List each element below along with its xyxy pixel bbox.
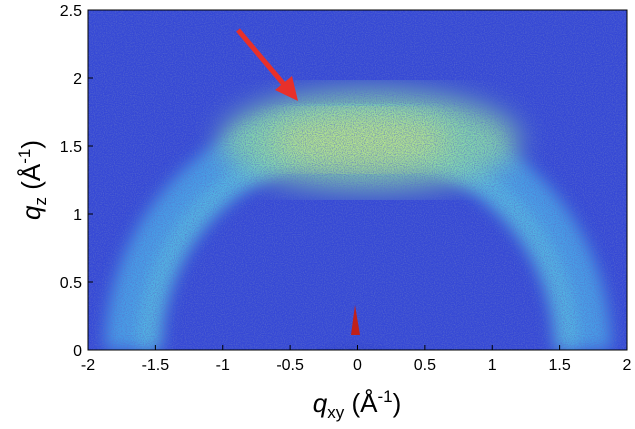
specular-peak bbox=[351, 305, 360, 335]
x-tick-label: 0 bbox=[353, 357, 362, 374]
x-tick-label: 2 bbox=[623, 357, 632, 374]
y-tick-label: 2 bbox=[73, 71, 82, 88]
x-tick-label: 1.5 bbox=[549, 357, 571, 374]
x-axis-label: qxy (Å-1) bbox=[313, 387, 402, 422]
arrow-head bbox=[275, 76, 298, 101]
x-tick-label: 0.5 bbox=[414, 357, 436, 374]
y-tick-label: 1.5 bbox=[60, 139, 82, 156]
x-tick-label: -2 bbox=[81, 357, 95, 374]
x-tick-label: -1.5 bbox=[142, 357, 170, 374]
y-tick-label: 0.5 bbox=[60, 275, 82, 292]
y-tick-label: 2.5 bbox=[60, 3, 82, 20]
x-tick-label: 1 bbox=[488, 357, 497, 374]
detector-image bbox=[88, 10, 627, 350]
y-tick-label: 0 bbox=[73, 343, 82, 360]
noise bbox=[88, 10, 627, 350]
arrow-shaft bbox=[236, 28, 289, 90]
y-axis-label: qz (Å-1) bbox=[15, 140, 50, 220]
x-tick-label: -1 bbox=[216, 357, 230, 374]
x-tick-label: -0.5 bbox=[276, 357, 304, 374]
y-tick-label: 1 bbox=[73, 207, 82, 224]
